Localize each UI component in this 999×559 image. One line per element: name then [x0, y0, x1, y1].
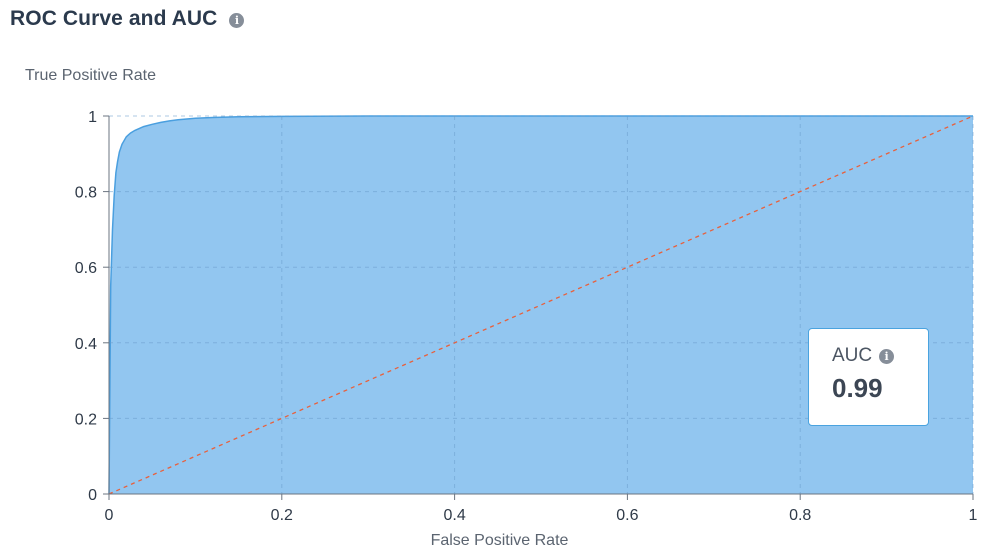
y-tick-label: 0.2 [75, 411, 97, 428]
x-tick-label: 0.6 [616, 507, 638, 524]
y-tick-label: 0.4 [75, 336, 97, 353]
auc-label: AUC [832, 345, 873, 366]
x-tick-label: 0.2 [271, 507, 293, 524]
tick-labels: 0 0.2 0.4 0.6 0.8 1 0 0.2 0.4 0.6 0.8 1 [75, 109, 978, 524]
x-tick-label: 0.8 [789, 507, 811, 524]
y-tick-label: 0 [88, 487, 97, 504]
grid-lines [109, 115, 974, 494]
x-tick-label: 0 [105, 507, 114, 524]
chart-header: ROC Curve and AUC i [10, 7, 245, 31]
y-tick-label: 0.6 [75, 260, 97, 277]
y-tick-label: 1 [88, 109, 97, 126]
x-tick-label: 1 [969, 507, 978, 524]
page-title: ROC Curve and AUC [10, 7, 218, 30]
x-tick-label: 0.4 [443, 507, 465, 524]
auc-value: 0.99 [832, 373, 883, 403]
y-tick-label: 0.8 [75, 185, 97, 202]
info-icon[interactable]: i [879, 348, 895, 364]
info-icon[interactable]: i [229, 12, 245, 28]
x-axis-label: False Positive Rate [430, 532, 569, 549]
y-axis-label: True Positive Rate [25, 67, 157, 84]
random-classifier-line [108, 115, 974, 495]
auc-card: AUC i 0.99 [808, 328, 929, 426]
